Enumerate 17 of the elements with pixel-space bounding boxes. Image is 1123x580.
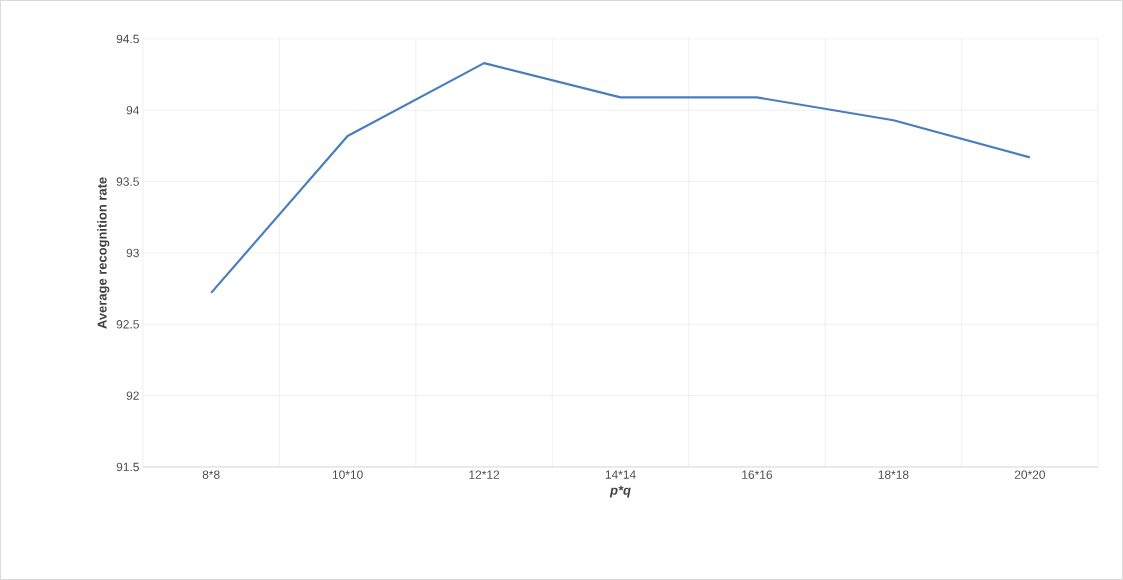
x-tick-label: 20*20 xyxy=(1014,470,1046,479)
x-axis-title: p*q xyxy=(609,485,631,498)
y-tick-label: 91.5 xyxy=(116,462,139,472)
line-series xyxy=(210,62,1031,295)
x-tick-label: 8*8 xyxy=(202,470,220,479)
x-tick-label: 12*12 xyxy=(469,470,500,479)
y-tick-label: 94 xyxy=(126,106,140,115)
x-tick-label: 14*14 xyxy=(605,470,636,479)
y-tick-label: 93.5 xyxy=(116,177,139,186)
y-tick-label: 94.5 xyxy=(116,34,139,44)
x-tick-label: 16*16 xyxy=(742,470,773,479)
x-tick-label: 18*18 xyxy=(878,470,909,479)
x-tick-label: 10*10 xyxy=(332,470,363,479)
y-tick-label: 93 xyxy=(126,248,139,258)
y-tick-label: 92 xyxy=(126,391,139,400)
y-axis-title: Average recognition rate xyxy=(97,177,110,329)
y-tick-label: 92.5 xyxy=(116,320,139,329)
